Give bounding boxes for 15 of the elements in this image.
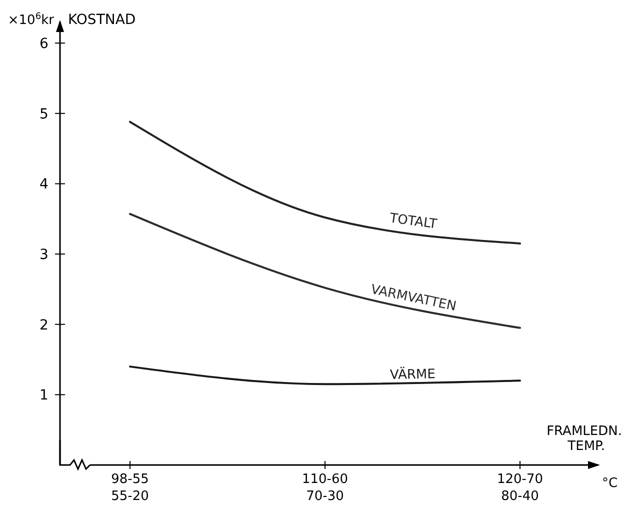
series-label: VÄRME	[390, 366, 436, 383]
y-tick-label: 3	[40, 247, 48, 264]
y-axis-title: KOSTNAD	[68, 12, 136, 28]
y-tick-label: 4	[40, 176, 49, 193]
x-tick-label: 110-60 70-30	[302, 472, 348, 504]
x-axis-title: FRAMLEDN. TEMP.	[546, 424, 622, 454]
text: ×10$^{6}$kr	[8, 12, 55, 28]
y-tick-label: 6	[40, 36, 49, 52]
y-tick-label: 5	[40, 106, 48, 122]
text: TOTALT	[388, 211, 438, 232]
y-tick-label: 2	[40, 317, 48, 334]
x-tick-label: 98-55 55-20	[111, 472, 149, 504]
y-tick-label: 1	[40, 388, 48, 404]
x-tick-label: 120-70 80-40	[496, 472, 544, 504]
text: °C	[602, 476, 618, 491]
